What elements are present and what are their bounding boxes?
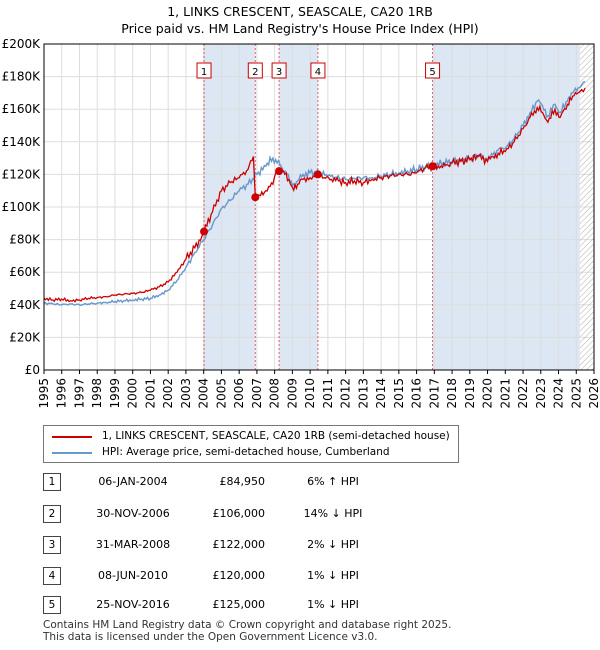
x-tick-label: 2007 [250,378,264,409]
y-tick-label: £140K [2,135,42,149]
x-tick-label: 2008 [268,378,282,409]
sale-hpi-diff: 1% ↓ HPI [307,598,359,611]
sale-hpi-diff: 14% ↓ HPI [303,507,363,520]
sale-point [313,170,322,179]
sale-price: £120,000 [212,569,266,582]
x-tick-label: 1999 [108,378,122,409]
sale-marker-box [271,62,287,79]
sale-price: £125,000 [212,598,266,611]
y-tick-label: £100K [2,200,42,214]
sale-marker-label: 5 [429,67,435,78]
table-row: 3 31-MAR-2008 £122,000 2% ↓ HPI [43,536,463,556]
sale-marker-label: 1 [201,67,207,78]
footer-line-1: Contains HM Land Registry data © Crown c… [43,619,452,631]
x-tick-label: 2005 [214,378,228,409]
sale-point [251,193,260,202]
sale-number: 1 [43,473,61,491]
sale-number: 2 [43,505,61,523]
y-tick-label: £20K [9,330,41,344]
sale-marker-box [196,62,212,79]
sale-marker-label: 4 [315,67,321,78]
footer-line-2: This data is licensed under the Open Gov… [43,631,378,643]
legend-label-price: 1, LINKS CRESCENT, SEASCALE, CA20 1RB (s… [102,430,450,442]
sale-number: 5 [43,596,61,614]
x-tick-label: 2019 [463,378,477,409]
sale-price: £84,950 [219,475,266,488]
x-tick-label: 2004 [197,378,211,409]
y-tick-label: £0 [25,363,40,377]
sale-date: 06-JAN-2004 [98,475,168,488]
sale-price: £106,000 [212,507,266,520]
x-tick-label: 2003 [179,378,193,409]
x-tick-label: 2017 [427,378,441,409]
x-tick-label: 1998 [90,378,104,409]
y-tick-label: £80K [9,233,41,247]
x-tick-label: 2001 [143,378,157,409]
sale-point [428,162,437,171]
x-tick-label: 1995 [37,378,51,409]
x-tick-label: 2021 [498,378,512,409]
sale-hpi-diff: 6% ↑ HPI [307,475,359,488]
x-tick-label: 2012 [339,378,353,409]
forecast-hatch [579,44,594,370]
table-row: 4 08-JUN-2010 £120,000 1% ↓ HPI [43,567,463,587]
legend-label-hpi: HPI: Average price, semi-detached house,… [102,446,390,458]
sale-date: 31-MAR-2008 [95,538,171,551]
x-tick-label: 2014 [374,378,388,409]
sale-hpi-diff: 2% ↓ HPI [307,538,359,551]
sale-date: 30-NOV-2006 [96,507,170,520]
title-line-1: 1, LINKS CRESCENT, SEASCALE, CA20 1RB [167,4,433,19]
table-row: 5 25-NOV-2016 £125,000 1% ↓ HPI [43,596,463,616]
x-tick-label: 2011 [321,378,335,409]
x-tick-label: 2000 [126,378,140,409]
chart-legend: 1, LINKS CRESCENT, SEASCALE, CA20 1RB (s… [43,425,459,463]
x-tick-label: 2013 [356,378,370,409]
x-tick-label: 2025 [569,378,583,409]
table-row: 2 30-NOV-2006 £106,000 14% ↓ HPI [43,505,463,525]
sale-point [275,167,284,176]
legend-swatch-price [52,436,92,438]
x-tick-label: 2023 [534,378,548,409]
x-tick-label: 2016 [410,378,424,409]
x-tick-label: 2009 [285,378,299,409]
title-line-2: Price paid vs. HM Land Registry's House … [121,21,479,36]
y-tick-label: £180K [2,70,42,84]
x-tick-label: 2020 [481,378,495,409]
sale-price: £122,000 [212,538,266,551]
sale-marker-label: 3 [276,67,282,78]
sale-point [200,227,209,236]
x-tick-label: 2026 [587,378,600,409]
x-tick-label: 2002 [161,378,175,409]
legend-swatch-hpi [52,452,92,454]
sale-date: 08-JUN-2010 [97,569,169,582]
x-tick-label: 2024 [552,378,566,409]
table-row: 1 06-JAN-2004 £84,950 6% ↑ HPI [43,473,463,493]
x-tick-label: 2015 [392,378,406,409]
chart-title: 1, LINKS CRESCENT, SEASCALE, CA20 1RB Pr… [0,3,600,37]
legend-item-price: 1, LINKS CRESCENT, SEASCALE, CA20 1RB (s… [52,429,452,444]
x-tick-label: 2022 [516,378,530,409]
y-tick-label: £60K [9,265,41,279]
plot-frame [43,43,595,371]
y-tick-label: £120K [2,167,42,181]
sale-marker-label: 2 [252,67,258,78]
x-tick-label: 2018 [445,378,459,409]
sale-number: 3 [43,536,61,554]
sale-marker-box [425,62,441,79]
price-chart: 1 2 3 4 5 £0 £20K £40K £60K £80K £100K £120K £140K £… [2,37,600,409]
sale-number: 4 [43,567,61,585]
y-tick-label: £160K [2,102,42,116]
footer-note: Contains HM Land Registry data © Crown c… [43,619,451,643]
sale-marker-box [247,62,263,79]
sale-date: 25-NOV-2016 [96,598,170,611]
x-tick-label: 1996 [55,378,69,409]
x-tick-label: 2010 [303,378,317,409]
sale-marker-box [310,62,326,79]
y-tick-label: £200K [2,37,42,51]
x-tick-label: 1997 [72,378,86,409]
y-tick-label: £40K [9,298,41,312]
sale-hpi-diff: 1% ↓ HPI [307,569,359,582]
legend-item-hpi: HPI: Average price, semi-detached house,… [52,445,452,460]
x-tick-label: 2006 [232,378,246,409]
